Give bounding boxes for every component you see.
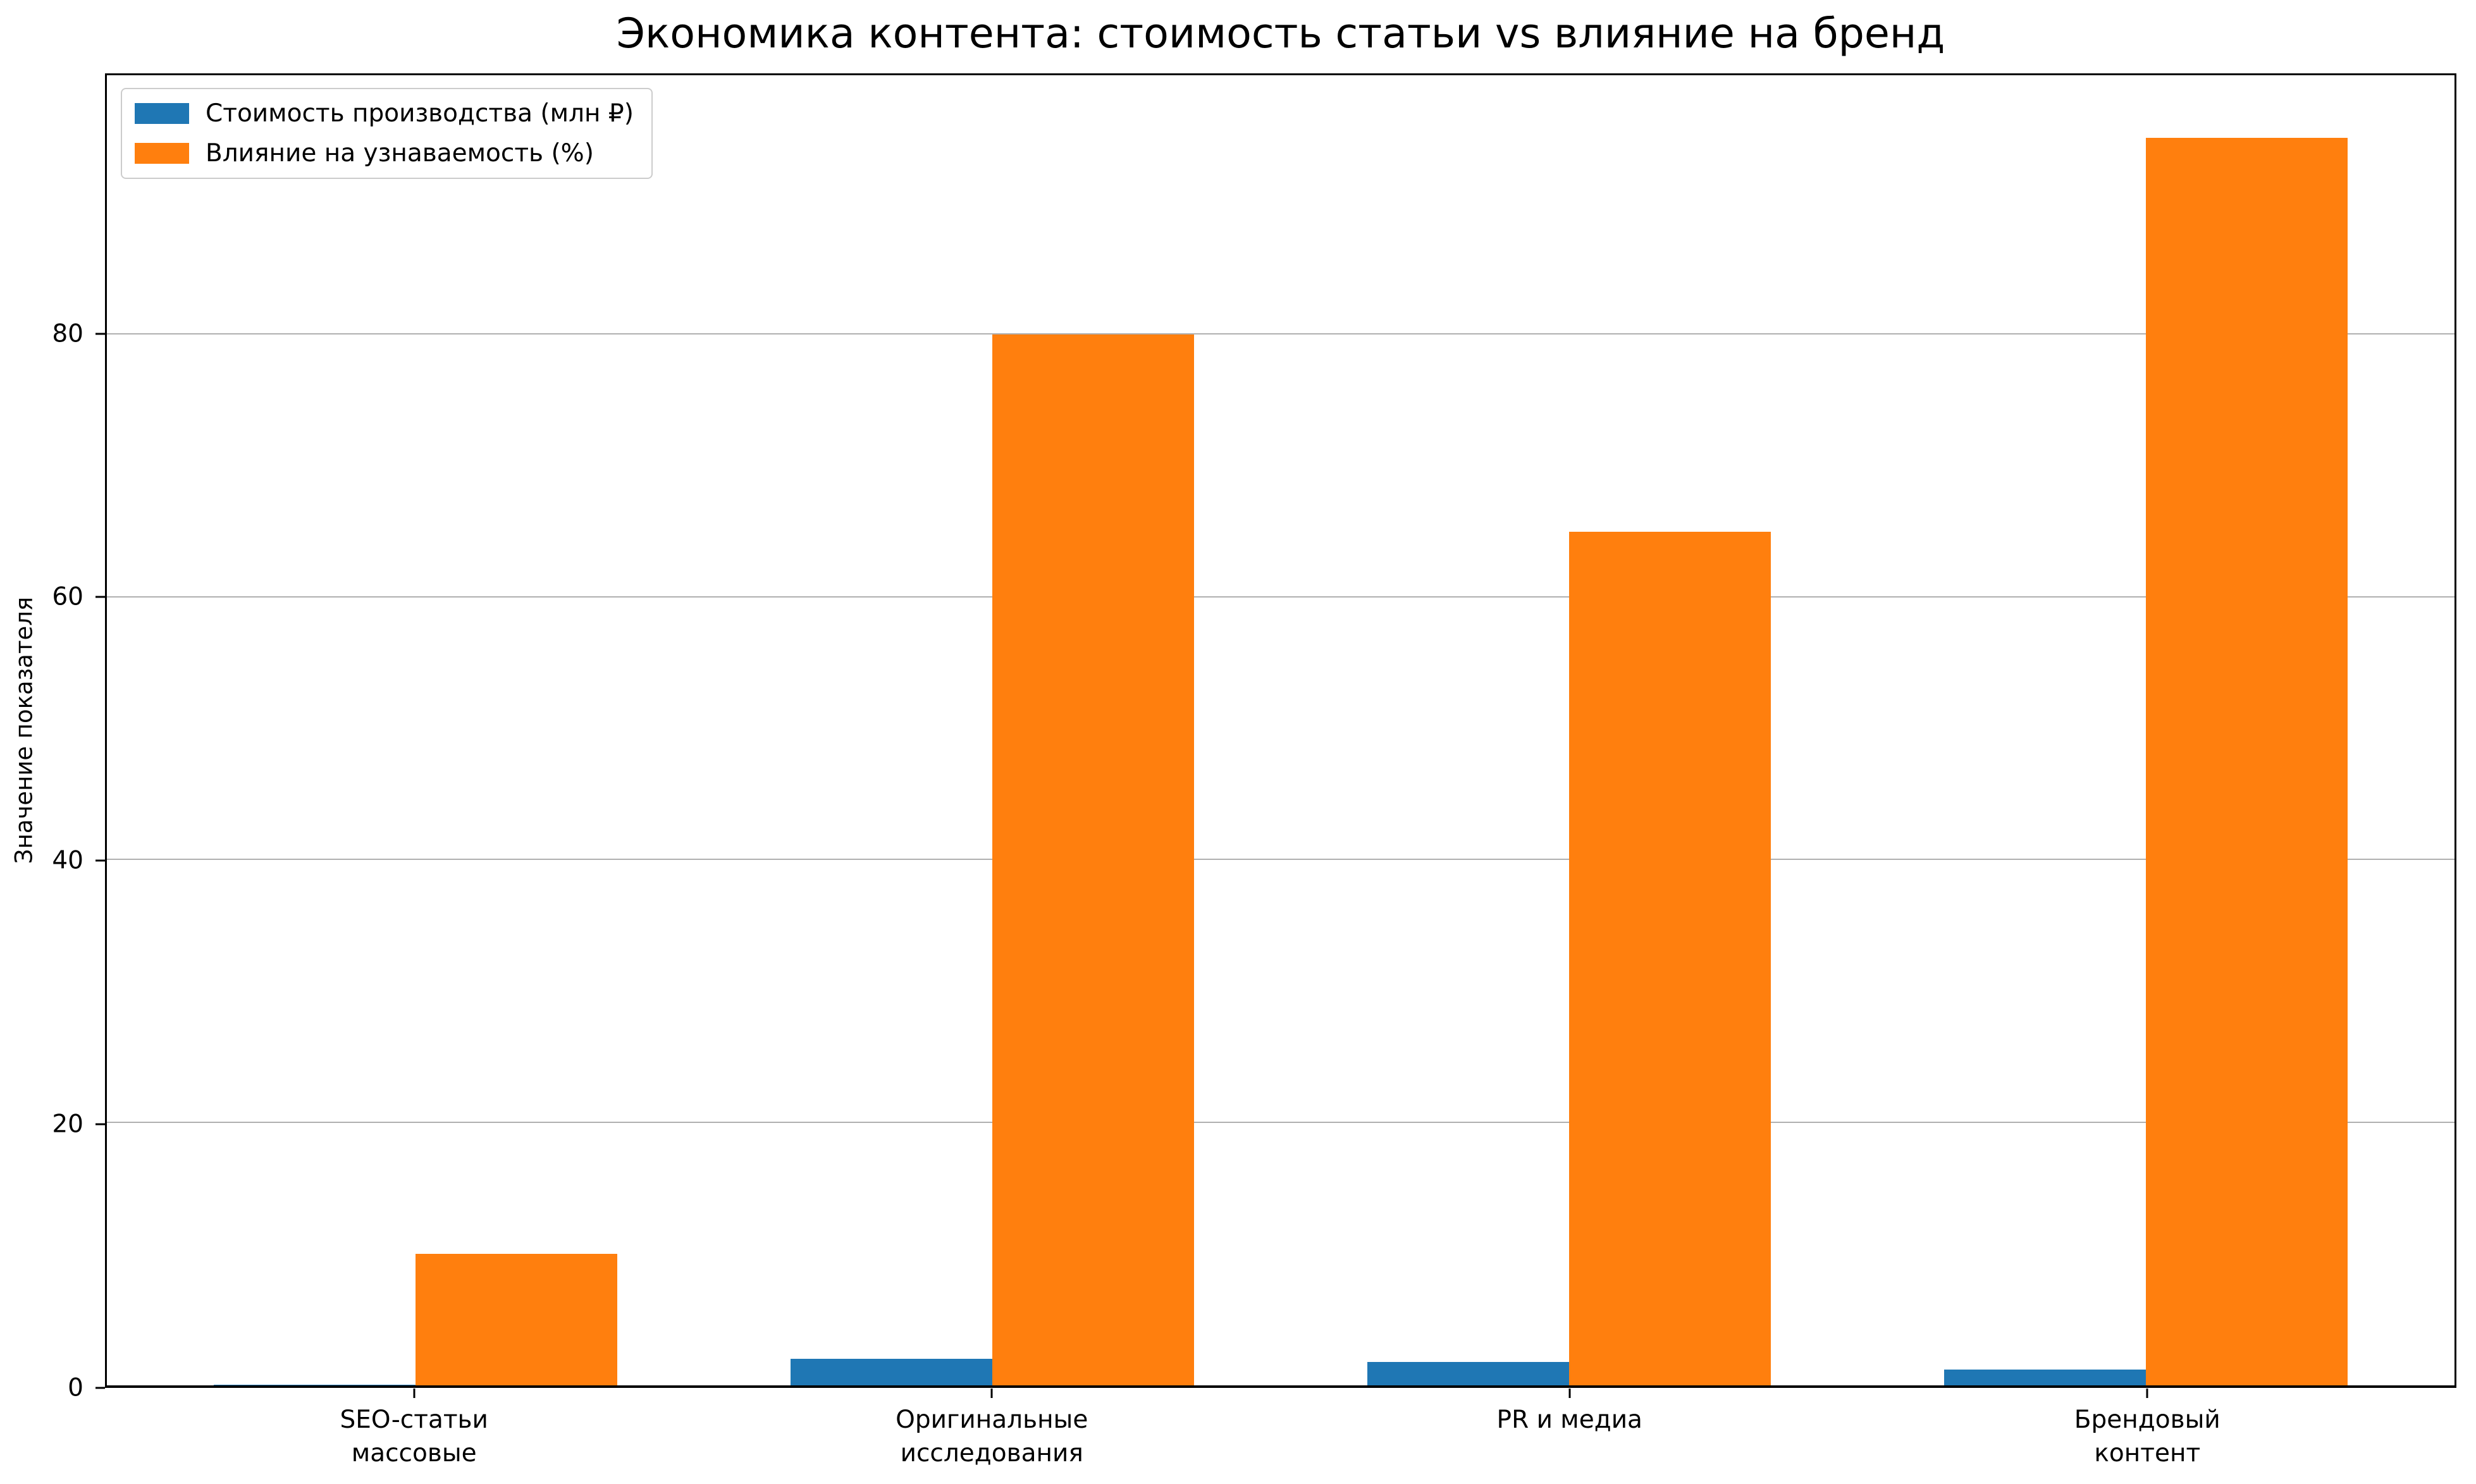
gridline-20: [107, 1121, 2454, 1123]
bar-cost-2: [1367, 1361, 1569, 1385]
y-tick-label-40: 40: [52, 846, 83, 875]
bar-impact-3: [2146, 137, 2348, 1385]
x-tick-label-3: Брендовый контент: [2074, 1406, 2220, 1468]
y-tick-label-0: 0: [68, 1373, 83, 1402]
x-tick-label-2: PR и медиа: [1496, 1406, 1642, 1434]
legend-label-1: Влияние на узнаваемость (%): [206, 139, 594, 168]
gridline-80: [107, 333, 2454, 335]
y-tick-mark-80: [95, 333, 105, 335]
y-tick-label-80: 80: [52, 319, 83, 348]
legend-item-0: Стоимость производства (млн ₽): [135, 99, 634, 128]
legend: Стоимость производства (млн ₽) Влияние на…: [121, 88, 653, 179]
bar-impact-1: [992, 334, 1195, 1385]
bar-impact-2: [1569, 531, 1771, 1385]
bar-cost-3: [1943, 1370, 2146, 1385]
bar-impact-0: [415, 1254, 618, 1385]
gridline-60: [107, 596, 2454, 598]
x-tick-label-1: Оригинальные исследования: [896, 1406, 1088, 1468]
legend-swatch-0: [135, 103, 189, 124]
y-tick-label-20: 20: [52, 1110, 83, 1139]
legend-label-0: Стоимость производства (млн ₽): [206, 99, 634, 128]
y-tick-mark-40: [95, 859, 105, 862]
gridline-40: [107, 859, 2454, 861]
x-tick-mark-3: [2146, 1389, 2148, 1398]
x-tick-mark-1: [990, 1389, 993, 1398]
legend-swatch-1: [135, 143, 189, 164]
y-tick-mark-0: [95, 1387, 105, 1389]
y-tick-mark-20: [95, 1123, 105, 1125]
chart-title: Экономика контента: стоимость статьи vs …: [616, 10, 1945, 58]
x-tick-label-0: SEO-статьи массовые: [340, 1406, 488, 1468]
y-tick-label-60: 60: [52, 582, 83, 611]
x-tick-mark-2: [1568, 1389, 1571, 1398]
y-axis-label: Значение показателя: [10, 596, 38, 864]
plot-area: Стоимость производства (млн ₽) Влияние на…: [105, 73, 2456, 1388]
y-tick-mark-60: [95, 596, 105, 598]
legend-item-1: Влияние на узнаваемость (%): [135, 139, 634, 168]
bar-cost-1: [790, 1359, 992, 1385]
x-tick-mark-0: [413, 1389, 416, 1398]
